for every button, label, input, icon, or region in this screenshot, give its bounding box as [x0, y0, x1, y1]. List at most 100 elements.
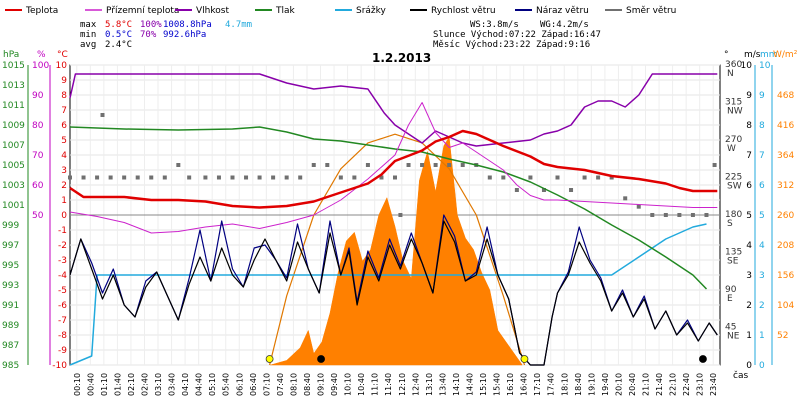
direction-mark: [68, 175, 72, 180]
direction-mark: [311, 163, 316, 167]
direction-mark: [447, 163, 452, 167]
direction-mark: [393, 175, 397, 180]
hpa-axis-label: hPa: [3, 50, 19, 60]
dir-tick-card: S: [727, 219, 733, 229]
temp-tick: -6: [58, 301, 67, 311]
stats-min-press: 992.6hPa: [163, 30, 206, 40]
x-tick: 19:40: [601, 373, 610, 396]
pct-tick: 80: [32, 121, 44, 131]
direction-mark: [596, 175, 601, 180]
temp-tick: 10: [56, 61, 68, 71]
direction-mark: [95, 175, 100, 180]
legend-label-ground: Přízemní teplota: [106, 6, 179, 16]
direction-mark: [636, 204, 641, 209]
direction-mark: [135, 175, 140, 180]
x-tick: 08:40: [303, 373, 312, 396]
direction-mark: [690, 213, 695, 217]
mm-tick: 7: [759, 151, 765, 161]
temp-tick: -2: [58, 241, 67, 251]
stats-avg-label: avg: [80, 40, 96, 50]
mm-tick: 10: [759, 61, 771, 71]
dir-tick-card: SW: [727, 182, 742, 192]
hpa-tick: 1011: [2, 101, 25, 111]
x-tick: 05:10: [208, 373, 217, 396]
ms-tick: 1: [746, 331, 752, 341]
x-tick: 12:10: [398, 373, 407, 396]
stats-avg-temp: 2.4°C: [105, 40, 132, 50]
direction-mark: [244, 175, 249, 180]
x-tick: 14:40: [465, 373, 474, 396]
wm2-axis-label: W/m²: [773, 50, 798, 60]
ms-tick: 6: [746, 181, 752, 191]
sun-marker: [520, 355, 529, 363]
x-tick: 03:10: [154, 373, 163, 396]
direction-mark: [569, 188, 574, 192]
temp-tick: 9: [61, 76, 67, 86]
x-tick: 06:10: [235, 373, 244, 396]
mm-tick: 4: [759, 241, 765, 251]
stats-sun: Slunce Východ:07:22 Západ:16:47: [433, 30, 601, 40]
x-tick: 09:40: [330, 373, 339, 396]
wind-line: [69, 220, 718, 366]
ms-tick: 5: [746, 211, 752, 221]
moon-marker: [699, 355, 707, 363]
sun-path-line: [269, 133, 526, 366]
direction-mark: [271, 175, 276, 180]
direction-mark: [176, 163, 181, 167]
pct-tick: 70: [32, 151, 44, 161]
hpa-tick: 1013: [2, 81, 25, 91]
ms-tick: 7: [746, 151, 752, 161]
stats-wg: WG:4.2m/s: [540, 20, 589, 30]
x-tick: 00:40: [86, 373, 95, 396]
direction-mark: [230, 175, 235, 180]
direction-mark: [257, 175, 262, 180]
sun-marker: [265, 355, 274, 363]
pct-tick: 60: [32, 181, 44, 191]
temp-tick: 1: [61, 196, 67, 206]
ms-tick: 10: [741, 61, 753, 71]
x-tick: 06:40: [249, 373, 258, 396]
x-tick: 18:10: [560, 373, 569, 396]
dir-tick-card: NE: [727, 332, 740, 342]
wm2-tick: 156: [777, 271, 794, 281]
direction-mark: [623, 196, 628, 201]
moon-marker: [317, 355, 325, 363]
hpa-tick: 1015: [2, 61, 25, 71]
ms-tick: 3: [746, 271, 752, 281]
hpa-tick: 1003: [2, 181, 25, 191]
mm-tick: 9: [759, 91, 765, 101]
hpa-tick: 1001: [2, 201, 25, 211]
solar-radiation-area: [270, 136, 523, 366]
hpa-tick: 995: [2, 261, 19, 271]
wm2-tick: 416: [777, 121, 794, 131]
dir-tick-deg: 90: [725, 285, 737, 295]
dir-tick-card: W: [727, 144, 736, 154]
wm2-tick: 260: [777, 211, 794, 221]
temp-tick: 3: [61, 166, 67, 176]
ms-tick: 0: [746, 361, 752, 371]
mm-axis-label: mm: [760, 50, 778, 60]
temp-tick: -3: [58, 256, 67, 266]
hpa-tick: 989: [2, 321, 19, 331]
stats-min-temp: 0.5°C: [105, 30, 132, 40]
wm2-tick: 312: [777, 181, 794, 191]
x-tick: 13:40: [438, 373, 447, 396]
hpa-tick: 1005: [2, 161, 25, 171]
direction-mark: [541, 188, 546, 192]
direction-mark: [81, 175, 86, 180]
wm2-tick: 52: [777, 331, 788, 341]
x-tick: 16:40: [520, 373, 529, 396]
x-tick: 10:10: [344, 373, 353, 396]
direction-mark: [379, 175, 384, 180]
temp-tick: 2: [61, 181, 67, 191]
dir-tick-deg: 315: [725, 98, 742, 108]
direction-mark: [677, 213, 682, 217]
dir-axis-label: °: [724, 50, 729, 60]
hpa-tick: 987: [2, 341, 19, 351]
x-tick: 22:10: [669, 373, 678, 396]
chart-title: 1.2.2013: [372, 51, 431, 65]
x-tick: 17:10: [533, 373, 542, 396]
mm-tick: 1: [759, 331, 765, 341]
